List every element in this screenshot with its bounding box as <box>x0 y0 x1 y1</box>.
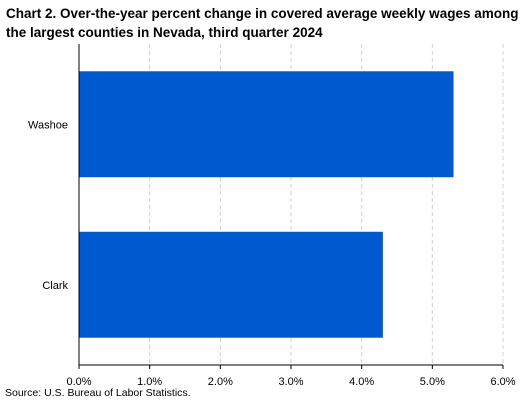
x-tick-label-6: 6.0% <box>490 376 515 388</box>
bar-washoe <box>79 71 454 178</box>
x-tick-label-5: 5.0% <box>420 376 445 388</box>
category-labels: Washoe Clark <box>28 119 68 292</box>
category-label-washoe: Washoe <box>28 119 68 131</box>
x-tick-label-0: 0.0% <box>66 376 91 388</box>
category-label-clark: Clark <box>42 280 68 292</box>
source-note: Source: U.S. Bureau of Labor Statistics. <box>5 387 191 399</box>
chart-title: Chart 2. Over-the-year percent change in… <box>6 6 519 40</box>
axes <box>78 44 504 369</box>
x-tick-label-3: 3.0% <box>278 376 303 388</box>
bars <box>79 71 454 338</box>
x-tick-labels: 0.0% 1.0% 2.0% 3.0% 4.0% 5.0% 6.0% <box>66 376 515 388</box>
bar-clark <box>79 231 383 338</box>
x-tick-label-1: 1.0% <box>137 376 162 388</box>
x-tick-label-4: 4.0% <box>349 376 374 388</box>
x-tick-label-2: 2.0% <box>208 376 233 388</box>
